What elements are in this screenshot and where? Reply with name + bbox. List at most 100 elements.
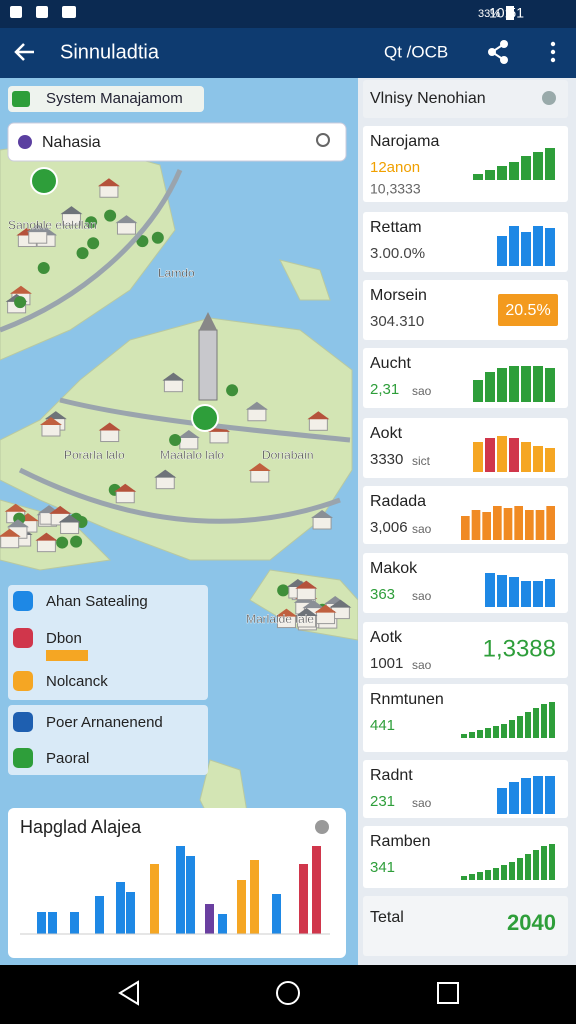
- bar: [545, 368, 555, 402]
- map-label: Lamdo: [158, 266, 195, 280]
- card-value: 1001: [370, 655, 403, 672]
- house: [155, 476, 175, 490]
- bar: [521, 581, 531, 607]
- back-button[interactable]: [14, 43, 34, 61]
- panel-title: Vlnisy Nenohian: [370, 90, 486, 107]
- roof: [162, 372, 185, 381]
- stat-card[interactable]: [363, 126, 568, 202]
- bar: [493, 506, 502, 540]
- bar: [493, 868, 499, 880]
- bar: [533, 366, 543, 402]
- search-box[interactable]: [7, 122, 347, 162]
- tree: [277, 584, 290, 597]
- house: [116, 221, 136, 235]
- battery: 33%: [478, 8, 500, 20]
- bar: [95, 896, 104, 934]
- card-title: Narojama: [370, 133, 439, 150]
- bar: [48, 912, 57, 934]
- card-sub: sao: [412, 384, 432, 398]
- house: [36, 539, 56, 553]
- menu-button[interactable]: [550, 41, 556, 63]
- chip-icon: [12, 91, 30, 107]
- bar: [461, 876, 467, 880]
- tree: [14, 296, 27, 309]
- notif-icon: [36, 6, 48, 18]
- bar: [126, 892, 135, 934]
- layer-label[interactable]: Poer Arnanenend: [46, 714, 163, 731]
- bar: [541, 846, 547, 880]
- card-sub: sao: [412, 522, 432, 536]
- bar: [533, 226, 543, 266]
- card-value: 363: [370, 586, 395, 603]
- total-label: Tetal: [370, 909, 404, 926]
- bar: [497, 788, 507, 814]
- nav-home[interactable]: [276, 981, 300, 1005]
- card-title: Rettam: [370, 219, 422, 236]
- app-action[interactable]: Qt /OCB: [384, 42, 448, 61]
- card-sub: sao: [412, 658, 432, 672]
- bar: [545, 776, 555, 814]
- bar: [473, 380, 483, 402]
- layer-label[interactable]: Dbon: [46, 630, 82, 647]
- bar: [525, 854, 531, 880]
- bar: [509, 438, 519, 472]
- roof: [49, 505, 72, 514]
- tree: [76, 247, 89, 260]
- house: [99, 184, 119, 198]
- stat-card[interactable]: [363, 826, 568, 888]
- info-icon[interactable]: [542, 91, 556, 105]
- layer-label[interactable]: Paoral: [46, 750, 89, 767]
- layer-label[interactable]: Ahan Satealing: [46, 593, 148, 610]
- total-value: 2040: [507, 910, 556, 935]
- roof: [9, 285, 32, 294]
- card-title: Rnmtunen: [370, 691, 444, 708]
- search-button[interactable]: [316, 133, 330, 147]
- roof: [58, 514, 81, 523]
- stat-card[interactable]: [363, 622, 568, 678]
- chart-title: Hapglad Alajea: [20, 817, 142, 837]
- bar: [521, 156, 531, 180]
- tree: [226, 384, 239, 397]
- stat-card[interactable]: [363, 684, 568, 752]
- nav-bar: [0, 965, 576, 1024]
- bar: [218, 914, 227, 934]
- bar: [509, 720, 515, 738]
- nav-recents[interactable]: [437, 982, 459, 1004]
- card-title: Aokt: [370, 425, 403, 442]
- share-button[interactable]: [488, 40, 508, 64]
- bar: [497, 236, 507, 266]
- card-title: Makok: [370, 560, 418, 577]
- roof: [60, 206, 83, 215]
- badge: [498, 294, 558, 326]
- map-pin[interactable]: [191, 404, 219, 432]
- bar: [521, 442, 531, 472]
- search-icon: [18, 135, 32, 149]
- roof: [248, 463, 271, 472]
- bar: [497, 368, 507, 402]
- bar: [525, 712, 531, 738]
- map-pin[interactable]: [30, 167, 58, 195]
- bar: [509, 162, 519, 180]
- roof: [39, 417, 62, 426]
- bar: [37, 912, 46, 934]
- nav-back[interactable]: [118, 980, 139, 1006]
- bar: [485, 372, 495, 402]
- card-sub: 10,3333: [370, 181, 421, 197]
- house: [100, 429, 120, 443]
- card-title: Morsein: [370, 287, 427, 304]
- notif-icon: [10, 6, 22, 18]
- badge-text: 20.5%: [505, 302, 550, 319]
- chip[interactable]: [8, 86, 204, 112]
- bar: [549, 702, 555, 738]
- search-text: Nahasia: [42, 134, 101, 151]
- tower: [198, 312, 218, 401]
- card-title: Aucht: [370, 355, 411, 372]
- bar: [535, 510, 545, 540]
- bar: [509, 577, 519, 607]
- house: [316, 611, 336, 625]
- bar: [176, 846, 185, 934]
- info-icon[interactable]: [315, 820, 329, 834]
- layer-label[interactable]: Nolcanck: [46, 673, 108, 690]
- bar: [473, 174, 483, 180]
- bar: [509, 782, 519, 814]
